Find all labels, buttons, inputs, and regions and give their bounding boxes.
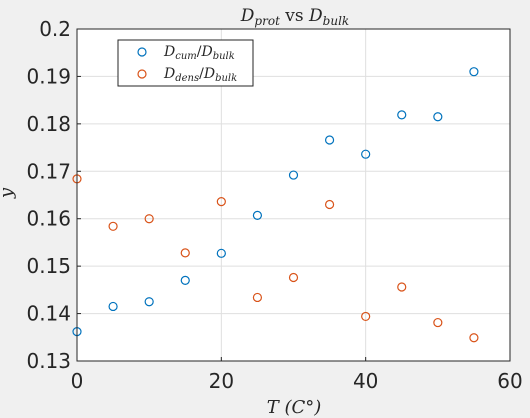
data-point-dens	[433, 317, 443, 328]
data-point-cum	[216, 248, 226, 258]
chart-title: Dprot vs Dbulk	[240, 6, 349, 28]
legend-label-dens: Ddens/Dbulk	[163, 66, 237, 84]
data-point-dens	[144, 214, 154, 224]
data-point-cum	[324, 135, 335, 145]
plot-frame	[76, 28, 511, 362]
data-point-dens	[252, 292, 263, 303]
data-point-dens	[324, 199, 335, 210]
x-axis-label: T (C°)	[267, 397, 322, 418]
x-tick-label: 0	[71, 369, 84, 393]
x-tick-label: 60	[497, 369, 522, 393]
legend-marker-cum	[137, 47, 147, 57]
y-tick-label: 0.18	[26, 112, 71, 136]
y-tick-label: 0.16	[26, 207, 71, 231]
y-tick-label: 0.2	[39, 17, 71, 41]
y-tick-label: 0.15	[26, 254, 71, 278]
data-point-cum	[144, 297, 154, 307]
y-tick-label: 0.17	[26, 159, 71, 183]
data-point-cum	[361, 149, 371, 159]
data-point-cum	[252, 210, 263, 220]
legend-marker-dens	[137, 69, 147, 79]
x-tick-label: 40	[353, 369, 378, 393]
data-point-cum	[180, 275, 190, 285]
data-point-cum	[108, 301, 118, 312]
data-point-dens	[180, 248, 190, 258]
data-point-cum	[433, 112, 443, 122]
y-tick-label: 0.14	[26, 302, 71, 326]
x-tick-label: 20	[209, 369, 234, 393]
legend-label-cum: Dcum/Dbulk	[163, 44, 235, 62]
ticks: 0 20 40 60 0.13 0.14 0.15 0.16 0.17 0.18 0.19 0.2	[26, 17, 522, 393]
y-tick-label: 0.13	[26, 349, 71, 373]
data-point-cum	[469, 67, 479, 77]
data-point-dens	[469, 333, 479, 343]
data-point-cum	[288, 170, 299, 180]
legend: Dcum/Dbulk Ddens/Dbulk	[117, 39, 254, 87]
data-point-dens	[361, 311, 371, 322]
data-point-dens	[216, 197, 226, 207]
y-tick-label: 0.19	[26, 64, 71, 88]
data-point-cum	[397, 110, 407, 120]
data-point-dens	[108, 221, 118, 231]
data-points	[72, 67, 479, 343]
y-axis-label: y	[0, 187, 17, 199]
data-point-dens	[397, 282, 407, 292]
data-point-dens	[288, 272, 299, 283]
